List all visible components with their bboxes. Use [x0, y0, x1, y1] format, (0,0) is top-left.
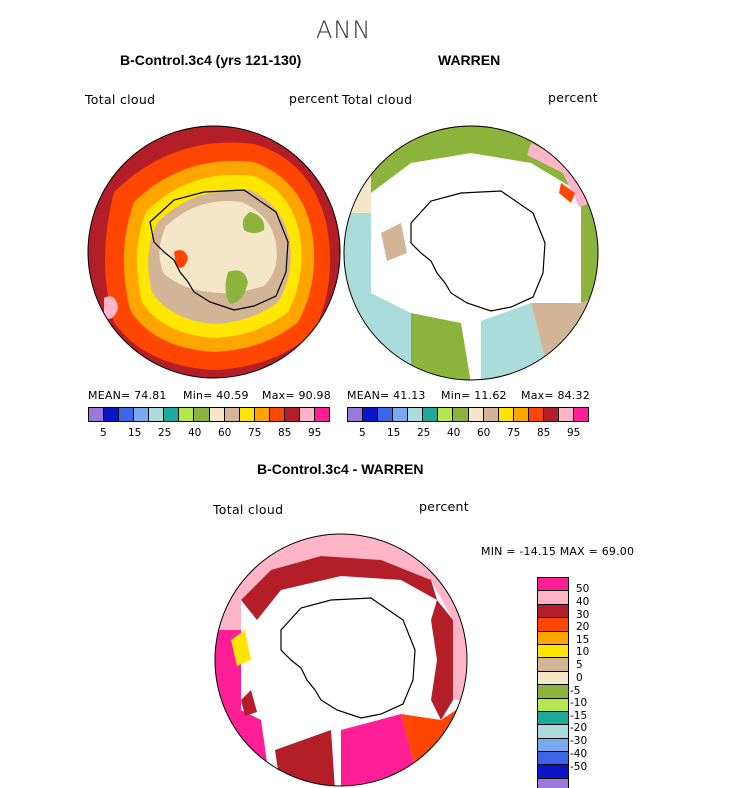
panel1-variable-label: Total cloud — [85, 92, 156, 107]
panel3-tick: 20 — [576, 621, 590, 633]
panel2-field-40b — [411, 313, 471, 380]
panel2-missing-data — [344, 126, 598, 380]
panel1-antarctic-coastline — [149, 189, 289, 311]
panel1-min: Min= 40.59 — [183, 389, 249, 402]
panel1-field-50b — [225, 270, 248, 304]
panel1-field-80b — [174, 250, 188, 268]
panel3-tick: 15 — [576, 634, 590, 646]
panel1-map-boundary — [87, 125, 341, 379]
panel2-tick: 5 — [359, 427, 366, 439]
panel2-min: Min= 11.62 — [441, 389, 507, 402]
panel3-tick: -10 — [570, 697, 588, 709]
panel1-mean: MEAN= 74.81 — [88, 389, 167, 402]
panel2-max: Max= 84.32 — [521, 389, 590, 402]
panel2-tick: 25 — [417, 427, 431, 439]
panel3-field-30d — [241, 690, 257, 716]
panel3-tick: -30 — [570, 735, 588, 747]
panel2-field-90 — [527, 143, 591, 207]
panel1-units-label: percent — [289, 91, 339, 106]
panel3-field-10 — [231, 630, 251, 666]
panel2-title: WARREN — [438, 52, 501, 68]
panel2-field-60b — [381, 223, 407, 261]
panel1-tick: 5 — [100, 427, 107, 439]
panel3-field-30b — [431, 600, 453, 720]
panel3-field-30 — [241, 556, 437, 620]
panel1-tick: 85 — [278, 427, 292, 439]
panel2-tick: 85 — [537, 427, 551, 439]
panel1-title: B-Control.3c4 (yrs 121-130) — [120, 52, 302, 68]
panel3-title: B-Control.3c4 - WARREN — [257, 461, 424, 477]
panel3-tick: 40 — [576, 596, 590, 608]
panel1-field-50 — [242, 212, 265, 233]
panel1-tick: 15 — [128, 427, 142, 439]
panel2-tick: 95 — [567, 427, 581, 439]
panel3-minmax: MIN = -14.15 MAX = 69.00 — [481, 545, 635, 558]
panel1-field-90 — [104, 296, 118, 319]
panel3-tick: 5 — [576, 659, 583, 671]
panel1-tick: 60 — [218, 427, 232, 439]
panel3-map-boundary — [214, 533, 468, 787]
panel3-tick: -20 — [570, 722, 588, 734]
panel3-colorbar — [537, 577, 569, 788]
panel3-tick: -50 — [570, 761, 588, 773]
panel3-antarctic-coastline — [280, 597, 416, 719]
panel1-tick: 95 — [308, 427, 322, 439]
main-title: ANN — [316, 16, 372, 44]
panel1-tick: 25 — [158, 427, 172, 439]
panel3-tick: 0 — [576, 672, 583, 684]
panel2-field-20b — [481, 303, 551, 380]
panel3-polar-map — [214, 533, 468, 787]
panel2-tick: 40 — [447, 427, 461, 439]
panel2-tick: 15 — [387, 427, 401, 439]
panel3-tick: 50 — [576, 583, 590, 595]
panel2-variable-label: Total cloud — [342, 92, 413, 107]
panel2-mean: MEAN= 41.13 — [347, 389, 426, 402]
panel2-units-label: percent — [548, 90, 598, 105]
panel3-tick: 10 — [576, 646, 590, 658]
panel3-tick: -5 — [570, 685, 581, 697]
panel2-tick: 60 — [477, 427, 491, 439]
panel3-tick: -40 — [570, 748, 588, 760]
panel2-antarctic-coastline — [410, 190, 546, 312]
panel3-tick: -15 — [570, 710, 588, 722]
panel1-tick: 40 — [188, 427, 202, 439]
panel2-field-80 — [559, 183, 575, 203]
panel1-tick: 75 — [248, 427, 262, 439]
panel3-variable-label: Total cloud — [213, 502, 284, 517]
panel3-tick: 30 — [576, 609, 590, 621]
panel1-colorbar — [88, 407, 330, 422]
panel2-polar-map — [343, 125, 599, 381]
panel1-polar-map — [87, 125, 341, 379]
panel2-colorbar — [347, 407, 589, 422]
panel3-units-label: percent — [419, 499, 469, 514]
panel2-map-boundary — [343, 125, 599, 381]
panel1-max: Max= 90.98 — [262, 389, 331, 402]
panel2-tick: 75 — [507, 427, 521, 439]
